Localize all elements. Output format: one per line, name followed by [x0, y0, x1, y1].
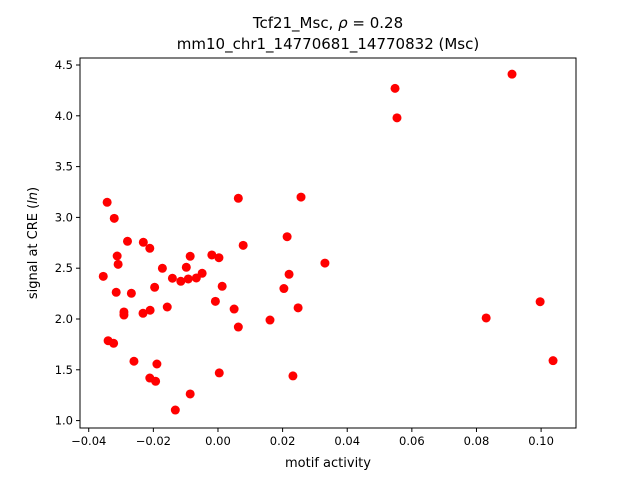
y-axis-label: signal at CRE (ln)	[26, 187, 41, 299]
data-point	[284, 269, 294, 279]
data-point	[111, 287, 121, 297]
data-point	[210, 296, 220, 306]
data-point	[157, 263, 167, 273]
y-tick-label: 2.0	[55, 312, 73, 326]
data-point	[507, 69, 517, 79]
data-point	[217, 281, 227, 291]
data-point	[320, 258, 330, 268]
plot-frame	[79, 57, 577, 429]
x-axis-label: motif activity	[285, 456, 371, 471]
data-point	[296, 192, 306, 202]
x-tick-label: 0.10	[528, 434, 554, 448]
data-point	[548, 356, 558, 366]
data-point	[152, 359, 162, 369]
data-point	[119, 310, 129, 320]
data-point	[214, 368, 224, 378]
data-point	[265, 315, 275, 325]
x-tick-label: 0.00	[205, 434, 231, 448]
data-point	[185, 251, 195, 261]
data-point	[279, 284, 289, 294]
x-tick-label: 0.08	[464, 434, 490, 448]
y-axis-ticks: 1.0 1.5 2.0 2.5 3.0 3.5 4.0 4.5	[55, 58, 80, 428]
data-point	[129, 356, 139, 366]
data-point	[181, 262, 191, 272]
data-point	[176, 276, 186, 286]
data-point	[98, 271, 108, 281]
data-point	[162, 302, 172, 312]
x-tick-label: 0.06	[399, 434, 425, 448]
x-axis-ticks: −0.04 −0.02 0.00 0.02 0.04 0.06 0.08 0.10	[71, 428, 554, 448]
y-tick-label: 3.0	[55, 210, 73, 224]
data-point	[481, 313, 491, 323]
data-point	[238, 240, 248, 250]
data-point	[113, 259, 123, 269]
data-point	[392, 113, 402, 123]
data-point	[126, 288, 136, 298]
data-point	[390, 83, 400, 93]
data-point	[170, 405, 180, 415]
y-tick-label: 4.0	[55, 109, 73, 123]
x-tick-label: 0.02	[270, 434, 296, 448]
data-point	[150, 282, 160, 292]
data-point	[233, 322, 243, 332]
data-point	[109, 338, 119, 348]
data-point	[288, 371, 298, 381]
data-point	[233, 193, 243, 203]
data-point	[535, 297, 545, 307]
y-tick-label: 2.5	[55, 261, 73, 275]
y-tick-label: 1.0	[55, 414, 73, 428]
data-point	[145, 305, 155, 315]
x-tick-label: 0.04	[334, 434, 360, 448]
data-points	[98, 69, 558, 415]
data-point	[102, 197, 112, 207]
chart-title-line1: Tcf21_Msc, ρ = 0.28	[252, 14, 403, 33]
data-point	[214, 253, 224, 263]
y-tick-label: 4.5	[55, 58, 73, 72]
data-point	[207, 250, 217, 260]
data-point	[138, 308, 148, 318]
data-point	[138, 237, 148, 247]
y-tick-label: 3.5	[55, 160, 73, 174]
x-tick-label: −0.04	[71, 434, 106, 448]
data-point	[293, 303, 303, 313]
data-point	[183, 274, 193, 284]
data-point	[282, 232, 292, 242]
data-point	[122, 236, 132, 246]
data-point	[167, 273, 177, 283]
data-point	[229, 304, 239, 314]
chart-title-line2: mm10_chr1_14770681_14770832 (Msc)	[177, 35, 479, 54]
data-point	[112, 251, 122, 261]
data-point	[151, 376, 161, 386]
data-point	[197, 268, 207, 278]
data-point	[185, 389, 195, 399]
y-tick-label: 1.5	[55, 363, 73, 377]
x-tick-label: −0.02	[136, 434, 171, 448]
data-point	[109, 213, 119, 223]
data-point	[145, 243, 155, 253]
